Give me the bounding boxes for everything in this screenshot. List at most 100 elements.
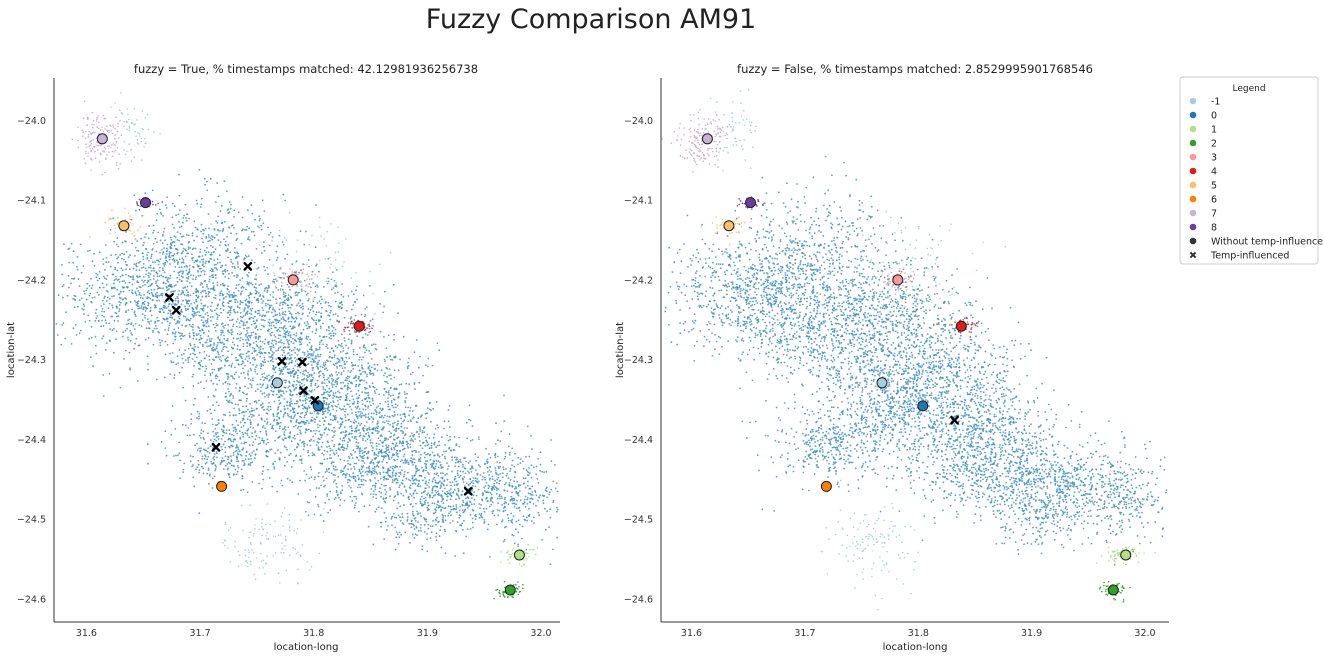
y-tick-label: −24.6 [624,594,653,605]
panel-title: fuzzy = False, % timestamps matched: 2.8… [737,62,1093,76]
centroid-marker-cluster-6 [216,480,228,492]
legend-marker [1189,125,1197,133]
legend-label: -1 [1211,97,1220,108]
y-tick-label: −24.5 [624,515,653,526]
centroid-marker-cluster--1 [876,377,888,389]
legend-label: Temp-influenced [1210,251,1289,262]
legend-entry: 3 [1189,153,1217,164]
centroid-marker-cluster-0 [312,400,324,412]
y-tick-label: −24.1 [624,196,653,207]
legend-frame [1179,76,1319,265]
temp-influenced-marker [299,386,308,396]
panel-title: fuzzy = True, % timestamps matched: 42.1… [134,62,478,76]
centroid-marker-cluster-2 [1107,584,1119,596]
legend-entry: Without temp-influence [1189,237,1323,248]
legend-title: Legend [1232,84,1265,94]
centroid-marker-cluster-6 [820,480,832,492]
temp-influenced-marker [463,486,473,496]
x-tick-label: 31.7 [794,628,815,639]
centroid-marker-cluster--1 [271,377,283,389]
y-tick-label: −24.0 [17,116,46,127]
temp-influenced-marker [243,261,253,271]
legend-entry: 0 [1189,111,1217,122]
centroid-marker-cluster-1 [513,549,525,561]
figure-title: Fuzzy Comparison AM91 [426,4,756,35]
legend-marker [1189,97,1197,105]
temp-influenced-marker [211,442,221,452]
centroid-marker-cluster-3 [892,274,904,286]
legend-entry: 8 [1189,223,1217,234]
legend: Legend -1 0 1 2 3 4 5 6 7 8 Without temp-influence… [1179,76,1323,265]
legend-entry: 4 [1189,167,1217,178]
legend-marker [1189,111,1197,119]
legend-label: 4 [1211,167,1217,178]
y-tick-label: −24.1 [17,196,46,207]
legend-entry: 6 [1189,195,1217,206]
temp-influenced-marker [297,357,307,367]
legend-marker [1189,237,1197,245]
centroid-marker-cluster-7 [701,133,713,145]
x-tick-label: 31.6 [76,628,97,639]
legend-entry: 2 [1189,139,1217,150]
legend-label: 1 [1211,125,1217,136]
x-tick-label: 31.8 [908,628,929,639]
legend-marker [1189,209,1197,217]
x-tick-label: 31.9 [1021,628,1042,639]
legend-marker [1189,167,1197,175]
legend-label: 0 [1211,111,1217,122]
scatter-panel-fuzzy-true: fuzzy = True, % timestamps matched: 42.1… [6,62,560,653]
y-axis-label: location-lat [6,322,17,378]
legend-entry: 7 [1189,209,1217,220]
legend-label: Without temp-influence [1211,237,1323,248]
x-axis-label: location-long [274,642,339,653]
legend-label: 5 [1211,181,1217,192]
centroid-marker-cluster-7 [96,133,108,145]
centroid-marker-cluster-1 [1120,549,1132,561]
legend-entry: 5 [1189,181,1217,192]
centroid-marker-cluster-8 [140,197,151,209]
legend-entry: 1 [1189,125,1217,136]
centroid-marker-cluster-5 [118,220,130,232]
temp-influenced-marker [171,305,181,315]
centroid-marker-cluster-3 [287,274,299,286]
legend-entry: Temp-influenced [1189,251,1289,262]
legend-marker [1189,181,1197,189]
x-tick-label: 31.9 [417,628,438,639]
y-tick-label: −24.3 [17,355,46,366]
legend-marker [1189,195,1197,203]
legend-label: 3 [1211,153,1217,164]
gps-point-cloud [55,91,559,600]
legend-label: 2 [1211,139,1217,150]
temp-influenced-marker [310,395,320,405]
legend-label: 7 [1211,209,1217,220]
temp-influenced-marker [950,415,959,425]
legend-entry: -1 [1189,97,1220,108]
legend-marker [1189,139,1197,147]
centroid-marker-cluster-0 [917,400,929,412]
centroid-marker-cluster-4 [353,320,365,332]
centroid-marker-cluster-8 [745,197,756,209]
legend-marker [1189,223,1197,231]
y-tick-label: −24.3 [624,355,653,366]
centroid-marker-cluster-2 [504,584,516,596]
y-tick-label: −24.2 [17,275,46,286]
y-axis-label: location-lat [615,322,626,378]
y-tick-label: −24.0 [624,116,653,127]
temp-influenced-marker [277,356,287,366]
x-axis-label: location-long [883,642,948,653]
x-tick-label: 32.0 [530,628,551,639]
x-tick-label: 31.7 [190,628,211,639]
scatter-panel-fuzzy-false: fuzzy = False, % timestamps matched: 2.8… [615,62,1169,653]
gps-point-cloud [661,89,1168,611]
x-tick-label: 32.0 [1134,628,1155,639]
y-tick-label: −24.6 [17,594,46,605]
legend-label: 6 [1211,195,1217,206]
centroid-marker-cluster-5 [723,220,735,232]
y-tick-label: −24.4 [17,435,46,446]
y-tick-label: −24.4 [624,435,653,446]
legend-label: 8 [1211,223,1217,234]
x-tick-label: 31.6 [681,628,702,639]
legend-marker [1189,153,1197,161]
y-tick-label: −24.2 [624,275,653,286]
